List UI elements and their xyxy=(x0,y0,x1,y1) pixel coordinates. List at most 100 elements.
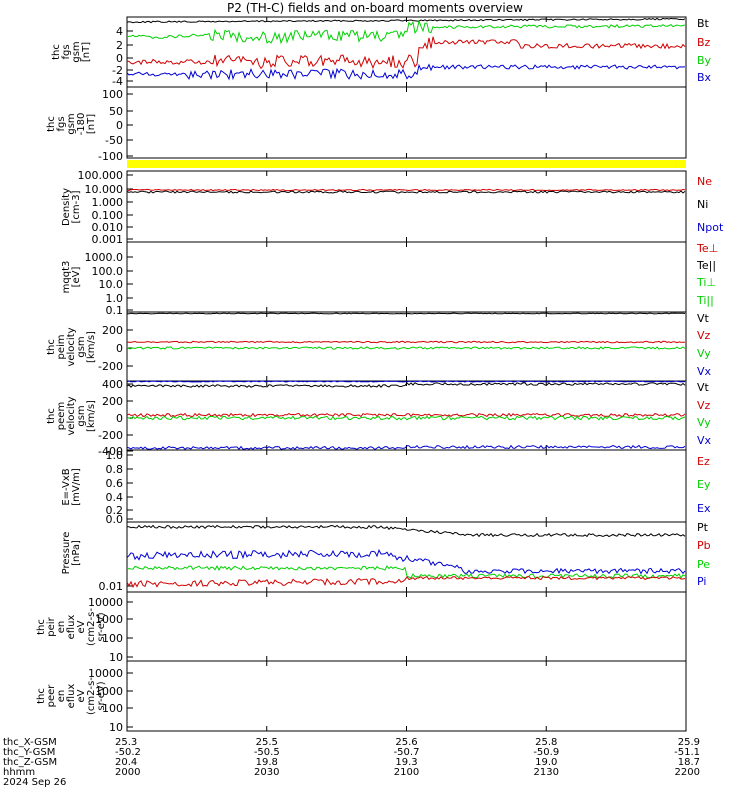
y-tick-label: 0.010 xyxy=(92,221,124,234)
y-tick-label: 4 xyxy=(116,25,123,38)
y-tick-label: -4 xyxy=(112,75,123,88)
xaxis-row-label: thc_X-GSM xyxy=(3,737,57,748)
series-pb xyxy=(126,575,686,589)
xaxis-tick-value: 2200 xyxy=(675,767,700,778)
series-peem-vy xyxy=(126,415,686,421)
series-peim-vy xyxy=(126,346,686,350)
legend-temp-te⊥: Te⊥ xyxy=(696,242,718,255)
legend-peim-vy: Vy xyxy=(697,347,711,360)
legend-pressure-pb: Pb xyxy=(697,539,711,552)
y-tick-label: 10 xyxy=(109,651,123,664)
y-tick-label: -200 xyxy=(98,429,123,442)
y-tick-label: 50 xyxy=(109,105,123,118)
xaxis-tick-value: -50.7 xyxy=(394,747,420,758)
series-peim-vz xyxy=(126,340,685,344)
y-tick-label: 1.000 xyxy=(92,196,124,209)
xaxis-date: 2024 Sep 26 xyxy=(3,777,66,788)
series-pt xyxy=(126,524,686,538)
y-tick-label: 10.0 xyxy=(99,278,124,291)
legend-fgs-bt: Bt xyxy=(697,17,710,30)
y-axis-label-peer: thcpeerenefluxeV(cm2-s-sr-eV) xyxy=(36,677,107,715)
y-tick-label: 1000 xyxy=(95,685,123,698)
legend-fgs-bz: Bz xyxy=(697,36,711,49)
y-axis-label-pressure: Pressure[nPa] xyxy=(61,532,82,575)
series-bx xyxy=(126,63,686,81)
legend-pressure-pt: Pt xyxy=(697,521,709,534)
y-axis-label-density: Density[cm-3] xyxy=(61,188,82,226)
xaxis-tick-value: 25.5 xyxy=(256,737,278,748)
y-axis-label-efield: E=-VxB[mV/m] xyxy=(61,468,82,506)
y-tick-label: 1.0 xyxy=(106,292,124,305)
y-axis-label-peem: thcpeemvelocitygsm[km/s] xyxy=(46,396,97,435)
y-tick-label: 2 xyxy=(116,39,123,52)
y-tick-label: 400 xyxy=(102,378,123,391)
y-tick-label: 1000.0 xyxy=(85,251,124,264)
panel-frame-peir xyxy=(126,591,687,662)
y-tick-label: 0 xyxy=(116,52,123,65)
y-tick-label: 0.100 xyxy=(92,209,124,222)
y-tick-label: 0.0 xyxy=(106,513,124,526)
legend-efield-ey: Ey xyxy=(697,478,711,491)
legend-density-npot: Npot xyxy=(697,221,724,234)
legend-peem-vt: Vt xyxy=(697,381,710,394)
series-peim-vt xyxy=(126,312,686,315)
y-tick-label: 0.4 xyxy=(106,491,124,504)
xaxis-tick-value: 19.8 xyxy=(256,757,278,768)
xaxis-tick-value: 25.8 xyxy=(535,737,557,748)
xaxis-tick-value: 2000 xyxy=(115,767,140,778)
series-peem-vx xyxy=(126,444,686,451)
y-tick-label: 1000 xyxy=(95,613,123,626)
xaxis-row-label: hhmm xyxy=(3,767,35,778)
legend-density-ni: Ni xyxy=(697,198,708,211)
y-tick-label: 10000 xyxy=(88,667,123,680)
xaxis-tick-value: -51.1 xyxy=(674,747,700,758)
y-tick-label: 100.000 xyxy=(78,169,124,182)
y-tick-label: 0.2 xyxy=(106,504,124,517)
series-ne xyxy=(126,188,686,192)
xaxis-row-label: thc_Z-GSM xyxy=(3,757,57,768)
chart-title: P2 (TH-C) fields and on-board moments ov… xyxy=(227,1,523,15)
series-pe xyxy=(126,565,686,579)
legend-temp-ti||: Ti|| xyxy=(696,294,714,307)
y-tick-label: -200 xyxy=(98,360,123,373)
y-axis-label-fgs-deg: thcfgsgsm-180[nT] xyxy=(46,113,97,136)
legend-temp-ti⊥: Ti⊥ xyxy=(696,276,716,289)
series-pi xyxy=(126,548,686,575)
xaxis-tick-value: -50.9 xyxy=(533,747,559,758)
xaxis-tick-value: 19.0 xyxy=(535,757,557,768)
panel-frame-efield xyxy=(126,449,687,523)
series-peem-vz xyxy=(126,412,686,418)
panel-frame-fgs-deg xyxy=(126,86,687,159)
y-tick-label: 10 xyxy=(109,721,123,734)
legend-peem-vy: Vy xyxy=(697,416,711,429)
panel-frame-peim xyxy=(126,311,687,382)
legend-fgs-by: By xyxy=(697,54,712,67)
y-tick-label: -2 xyxy=(112,64,123,77)
xaxis-tick-value: 20.4 xyxy=(115,757,137,768)
xaxis-tick-value: 25.6 xyxy=(395,737,417,748)
y-tick-label: 100.0 xyxy=(92,265,124,278)
y-tick-label: 0 xyxy=(116,412,123,425)
quality-bar xyxy=(127,160,686,168)
y-tick-label: 10.000 xyxy=(85,183,124,196)
legend-efield-ez: Ez xyxy=(697,455,710,468)
y-tick-label: 100 xyxy=(102,702,123,715)
legend-peim-vx: Vx xyxy=(697,365,712,378)
y-tick-label: 100 xyxy=(102,88,123,101)
legend-peem-vx: Vx xyxy=(697,434,712,447)
y-axis-label-peim: thcpeimvelocitygsm[km/s] xyxy=(46,327,97,366)
xaxis-tick-value: -50.2 xyxy=(115,747,141,758)
y-tick-label: 100 xyxy=(102,632,123,645)
y-tick-label: 0.01 xyxy=(99,580,124,593)
legend-fgs-bx: Bx xyxy=(697,71,712,84)
y-tick-label: 10000 xyxy=(88,596,123,609)
y-tick-label: 0 xyxy=(116,342,123,355)
y-tick-label: 0.8 xyxy=(106,463,124,476)
xaxis-tick-value: 19.3 xyxy=(395,757,417,768)
legend-efield-ex: Ex xyxy=(697,502,711,515)
xaxis-tick-value: 2030 xyxy=(254,767,279,778)
xaxis-tick-value: 2100 xyxy=(394,767,419,778)
xaxis-tick-value: 18.7 xyxy=(678,757,700,768)
